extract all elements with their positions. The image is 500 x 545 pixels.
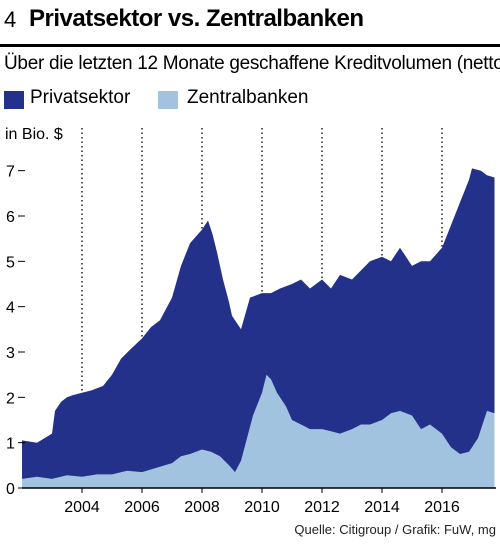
y-tick-label-2: 2: [6, 390, 15, 407]
x-tick-label-2016: 2016: [424, 499, 460, 516]
x-tick-label-2008: 2008: [184, 499, 220, 516]
area-zentralbanken: [22, 374, 495, 488]
y-axis-label: in Bio. $: [5, 126, 63, 143]
source-note: Quelle: Citigroup / Grafik: FuW, mg: [294, 522, 496, 537]
y-tick-label-4: 4: [6, 300, 15, 317]
title-rule: [0, 44, 500, 47]
y-tick-label-3: 3: [6, 345, 15, 362]
y-tick-label-6: 6: [6, 209, 15, 226]
tick-labels: 0 1 2 3 4 5 6 7 2004 2006 2008 2010 2012 2014 2016: [6, 164, 460, 516]
x-tick-label-2012: 2012: [304, 499, 340, 516]
chart-areas: [22, 168, 495, 488]
chart-number: 4: [4, 7, 17, 32]
x-tick-label-2010: 2010: [244, 499, 280, 516]
chart-title: Privatsektor vs. Zentralbanken: [29, 5, 364, 32]
legend-swatch-privatsektor: [4, 91, 24, 109]
legend-label-zentralbanken: Zentralbanken: [187, 87, 309, 108]
legend-swatch-zentralbanken: [158, 91, 178, 109]
area-privatsektor: [22, 168, 495, 488]
y-tick-label-0: 0: [6, 481, 15, 498]
y-tick-label-1: 1: [6, 436, 15, 453]
y-tick-label-5: 5: [6, 254, 15, 271]
chart-subtitle: Über die letzten 12 Monate geschaffene K…: [4, 53, 500, 74]
y-tick-label-7: 7: [6, 164, 15, 181]
x-tick-label-2014: 2014: [364, 499, 400, 516]
legend-label-privatsektor: Privatsektor: [30, 87, 131, 108]
x-tick-label-2006: 2006: [124, 499, 160, 516]
x-tick-label-2004: 2004: [64, 499, 100, 516]
chart-axes: [18, 170, 496, 493]
